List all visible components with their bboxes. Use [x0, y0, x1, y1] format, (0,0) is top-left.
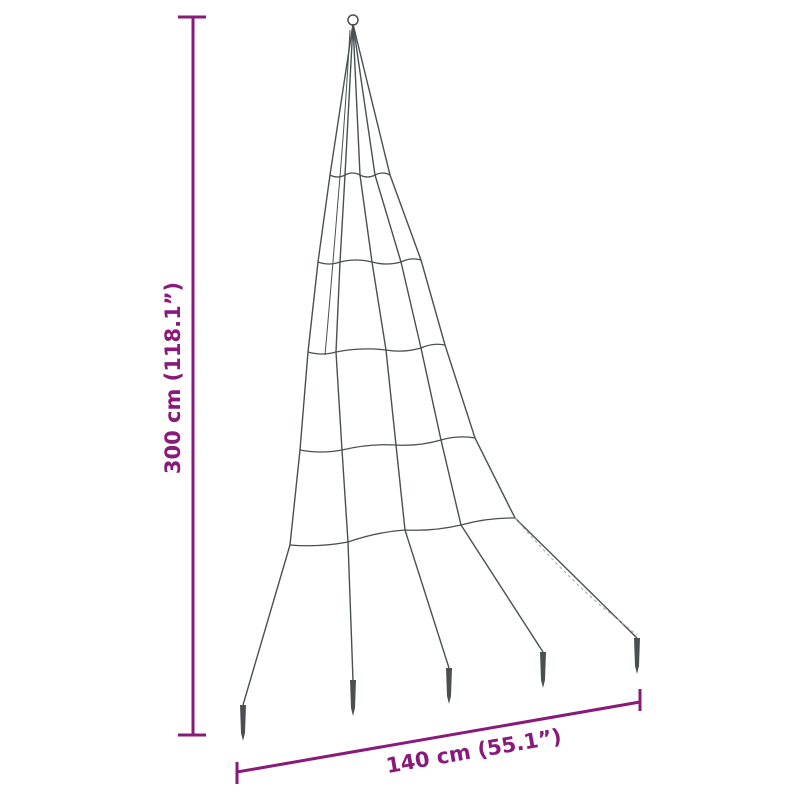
width-dimension: 140 cm (55.1”) [235, 689, 642, 784]
wire-ring [307, 343, 446, 355]
power-cable [324, 29, 351, 356]
wire-ring [289, 517, 516, 547]
ground-stake [634, 638, 640, 674]
ground-stake [446, 668, 452, 704]
ground-stake [240, 705, 246, 741]
wire-ring [329, 172, 391, 178]
wire-ring [299, 436, 476, 453]
width-line [236, 700, 641, 774]
hanging-ring [347, 14, 359, 26]
wire-strand [352, 23, 638, 639]
light-tree-frame [240, 14, 640, 741]
wire-strand [352, 23, 544, 653]
wire-ring [317, 258, 422, 265]
ground-stake [350, 680, 356, 716]
height-dimension: 300 cm (118.1”) [161, 15, 206, 737]
height-label: 300 cm (118.1”) [161, 282, 185, 474]
ground-stake [540, 652, 546, 688]
